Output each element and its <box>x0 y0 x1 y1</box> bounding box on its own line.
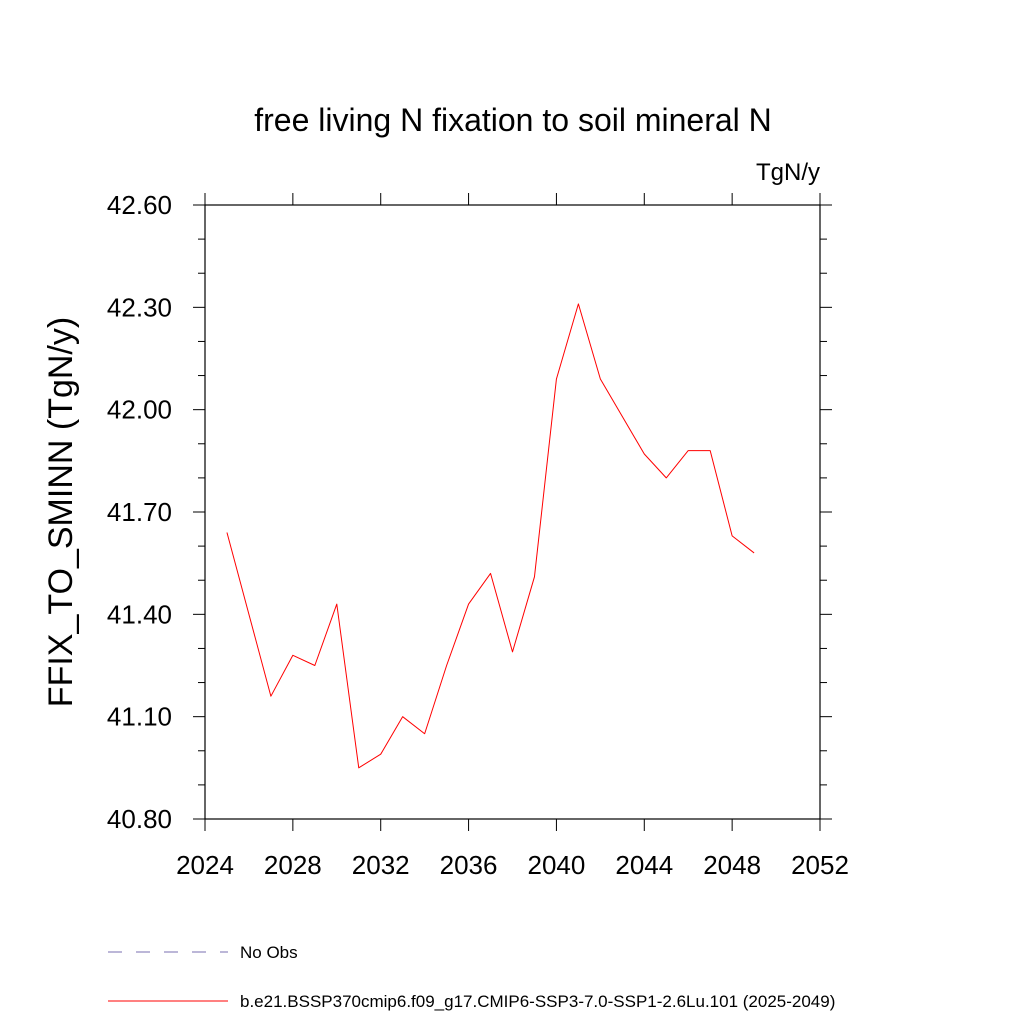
y-tick-label: 42.00 <box>107 395 172 425</box>
chart-title: free living N fixation to soil mineral N <box>254 102 772 138</box>
x-tick-label: 2024 <box>176 850 234 880</box>
x-tick-labels: 2024 2028 2032 2036 2040 2044 2048 2052 <box>176 850 849 880</box>
y-tick-label: 42.60 <box>107 190 172 220</box>
x-tick-label: 2044 <box>615 850 673 880</box>
series-lines <box>226 303 755 769</box>
y-tick-label: 40.80 <box>107 804 172 834</box>
x-tick-label: 2036 <box>440 850 498 880</box>
x-tick-label: 2052 <box>791 850 849 880</box>
legend-label-no-obs: No Obs <box>240 943 298 962</box>
plot-frame <box>204 204 821 820</box>
legend: No Obs b.e21.BSSP370cmip6.f09_g17.CMIP6-… <box>108 943 835 1011</box>
series-line <box>226 303 755 769</box>
y-tick-label: 41.10 <box>107 702 172 732</box>
x-tick-label: 2048 <box>703 850 761 880</box>
units-label: TgN/y <box>756 159 820 186</box>
y-tick-labels: 40.80 41.10 41.40 41.70 42.00 42.30 42.60 <box>107 190 172 834</box>
x-tick-label: 2032 <box>352 850 410 880</box>
y-tick-label: 41.70 <box>107 497 172 527</box>
axis-ticks <box>193 193 832 831</box>
x-tick-label: 2040 <box>528 850 586 880</box>
y-tick-label: 42.30 <box>107 292 172 322</box>
y-tick-label: 41.40 <box>107 599 172 629</box>
y-axis-label: FFIX_TO_SMINN (TgN/y) <box>42 317 80 707</box>
legend-label-model: b.e21.BSSP370cmip6.f09_g17.CMIP6-SSP3-7.… <box>240 992 835 1011</box>
x-tick-label: 2028 <box>264 850 322 880</box>
